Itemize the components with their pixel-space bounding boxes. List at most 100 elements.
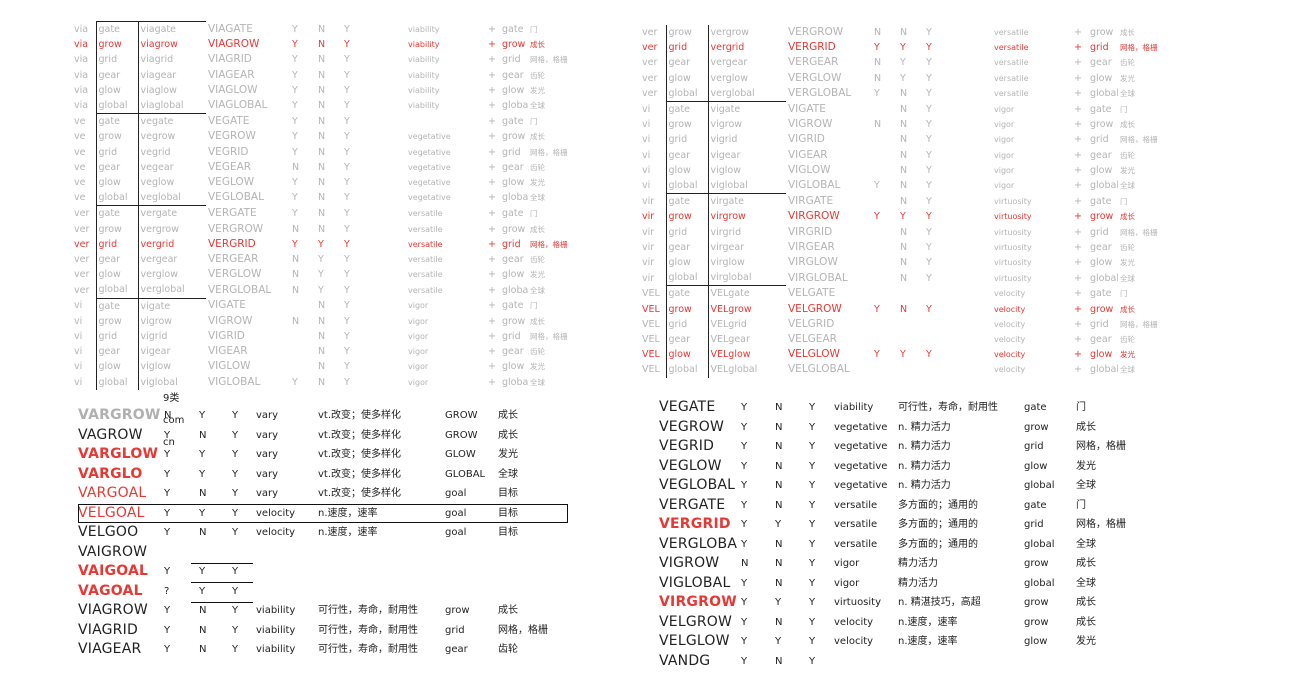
combined-cell: vigate <box>137 297 206 314</box>
plus-cell: + <box>488 100 496 112</box>
combined-cell: viagear <box>137 67 206 83</box>
english-cell: grid <box>502 331 521 343</box>
english-cell: grow <box>1090 119 1114 131</box>
check-third-cell: Y <box>344 115 350 127</box>
word-cell: velocity <box>994 319 1026 329</box>
gap-cell <box>946 332 992 347</box>
prefix-cell: ve <box>74 177 86 189</box>
suffix-cell: global <box>95 282 138 299</box>
check-third-cell: Y <box>344 284 350 296</box>
word-cell: versatile <box>408 270 443 280</box>
english-part: gate <box>1024 499 1047 511</box>
prefix-cell: vi <box>642 164 651 176</box>
check-com-cell <box>872 332 898 347</box>
chinese-cell: 成长 <box>530 316 545 326</box>
english-cell: grow <box>502 315 526 327</box>
check-a: Y <box>741 597 748 608</box>
english-cell: grow <box>502 223 526 235</box>
name-cell: VEGATE <box>208 114 250 127</box>
prefix-cell: vir <box>642 211 655 223</box>
check-c: Y <box>232 624 239 636</box>
source-meaning <box>318 562 445 582</box>
suffix-cell: gate <box>95 113 138 130</box>
check-com-cell: Y <box>292 100 298 112</box>
source-word: vary <box>256 468 279 480</box>
combined-cell: viaglobal <box>137 98 206 114</box>
plus-cell: + <box>488 238 496 250</box>
plus-cell: + <box>1074 334 1082 346</box>
english-part: grow <box>1024 616 1049 628</box>
check-c: Y <box>809 616 816 628</box>
suffix-cell: global <box>665 178 708 194</box>
plus-cell: + <box>488 315 496 327</box>
word-cell: vigor <box>408 362 429 372</box>
chinese-cell: 成长 <box>1120 212 1135 222</box>
chinese-cell: 齿轮 <box>1120 242 1135 252</box>
word-cell: versatile <box>408 239 443 249</box>
prefix-cell: vi <box>74 315 83 327</box>
name-cell: VELGROW <box>788 302 842 315</box>
suffix-cell: gear <box>95 159 138 176</box>
english-part: grid <box>1024 519 1044 530</box>
plus-cell: + <box>1074 134 1082 146</box>
word-cell: versatile <box>408 285 443 295</box>
english-cell: global <box>502 376 528 388</box>
check-third-cell: Y <box>344 376 350 388</box>
combined-cell: veglobal <box>137 190 206 206</box>
check-cn-cell: N <box>900 119 908 131</box>
name-cell: VERGEAR <box>788 56 839 69</box>
source-meaning <box>318 582 445 602</box>
chinese-cell: 全球 <box>530 101 545 111</box>
chinese-part: 网格，格栅 <box>1076 519 1126 530</box>
check-com-cell: Y <box>874 88 880 100</box>
gap-cell <box>366 22 406 38</box>
english-part <box>1024 652 1076 672</box>
chinese-part: 成长 <box>498 605 518 616</box>
candidate-name: VAGROW <box>78 426 143 443</box>
check-cn-cell: Y <box>318 254 324 266</box>
check-cn-cell <box>898 317 924 332</box>
chinese-part: 齿轮 <box>498 644 518 655</box>
candidate-name: VERGLOBA <box>659 535 738 552</box>
gap-cell <box>946 225 992 240</box>
gap-cell <box>366 329 406 344</box>
check-com-cell: Y <box>292 208 298 220</box>
chinese-cell: 网格，格栅 <box>530 239 568 249</box>
check-third-cell <box>924 362 946 377</box>
plus-cell: + <box>488 146 496 158</box>
check-com-cell: Y <box>292 146 298 158</box>
check-third-cell: Y <box>344 238 350 250</box>
gap-cell <box>366 114 406 130</box>
english-part: glow <box>1024 636 1048 647</box>
check-third-cell: Y <box>344 269 350 281</box>
check-third-cell: Y <box>926 57 932 69</box>
english-part: glow <box>1024 460 1048 472</box>
grid-row: VEL grid VELgrid VELGRID velocity + grid 网格，格栅 <box>640 316 1180 333</box>
suffix-cell: glow <box>95 359 138 375</box>
suffix-cell: gear <box>665 332 708 348</box>
plus-cell: + <box>1074 349 1082 361</box>
source-word: viability <box>256 605 296 616</box>
chinese-cell: 齿轮 <box>1120 58 1135 68</box>
check-com-cell: Y <box>874 211 880 223</box>
prefix-cell: ver <box>74 269 90 281</box>
check-cn-cell: Y <box>900 57 906 69</box>
prefix-cell: vi <box>642 180 651 192</box>
english-part: global <box>1024 480 1055 491</box>
combined-cell: vigrow <box>137 313 206 330</box>
underline-vaigoal <box>191 563 253 564</box>
english-cell: grid <box>1090 134 1109 146</box>
check-third-cell <box>924 317 946 332</box>
source-word: vegetative <box>834 480 888 491</box>
check-com-cell <box>290 329 316 344</box>
english-cell: gear <box>1090 334 1112 346</box>
source-word: viability <box>256 644 296 655</box>
chinese-cell: 网格，格栅 <box>1120 43 1158 53</box>
